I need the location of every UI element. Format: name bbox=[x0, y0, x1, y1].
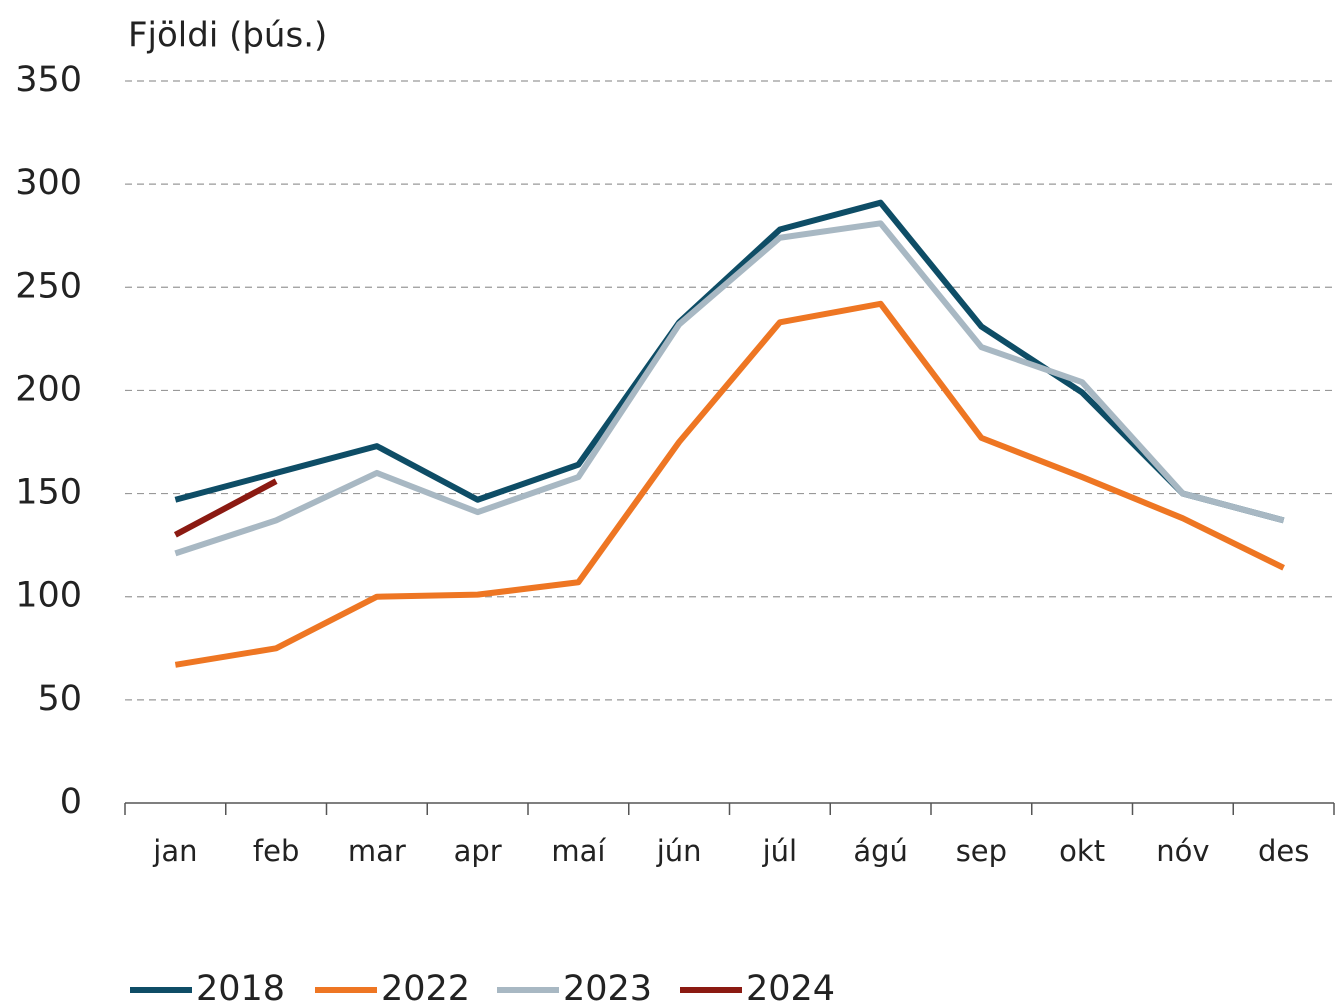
series-line bbox=[173, 478, 278, 538]
series-line bbox=[174, 220, 1285, 557]
y-tick-label: 0 bbox=[60, 782, 82, 822]
x-tick-label: okt bbox=[1059, 834, 1105, 868]
y-tick-label: 150 bbox=[15, 473, 82, 513]
legend-label: 2018 bbox=[196, 969, 285, 1007]
y-tick-label: 350 bbox=[15, 60, 82, 100]
x-tick-label: apr bbox=[454, 834, 502, 868]
x-tick-label: júl bbox=[762, 834, 798, 868]
x-tick-label: sep bbox=[956, 834, 1007, 868]
legend-label: 2022 bbox=[381, 969, 470, 1007]
x-tick-label: nóv bbox=[1156, 834, 1209, 868]
y-tick-label: 100 bbox=[15, 576, 82, 616]
series-line bbox=[174, 199, 1285, 524]
series-line bbox=[174, 300, 1285, 668]
x-tick-label: mar bbox=[348, 834, 406, 868]
legend-label: 2023 bbox=[563, 969, 652, 1007]
y-tick-label: 200 bbox=[15, 369, 82, 409]
y-axis-label: Fjöldi (þús.) bbox=[128, 16, 327, 56]
x-tick-label: maí bbox=[551, 834, 606, 868]
y-tick-label: 300 bbox=[15, 163, 82, 203]
x-tick-label: feb bbox=[253, 834, 299, 868]
x-tick-label: jan bbox=[152, 834, 197, 868]
y-tick-label: 250 bbox=[15, 266, 82, 306]
x-tick-label: des bbox=[1258, 834, 1309, 868]
y-tick-label: 50 bbox=[37, 679, 82, 719]
x-tick-label: jún bbox=[656, 834, 702, 868]
x-tick-label: ágú bbox=[853, 834, 908, 868]
legend-label: 2024 bbox=[746, 969, 835, 1007]
